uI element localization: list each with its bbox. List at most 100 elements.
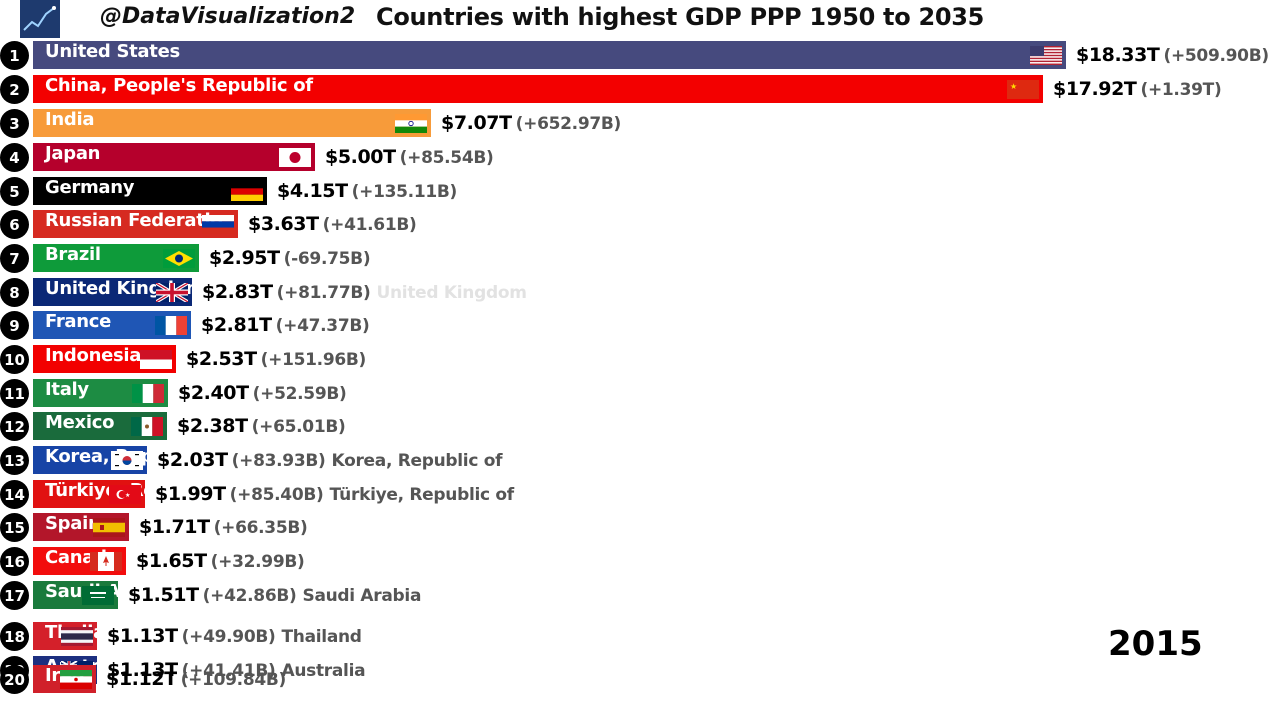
value-change: (+52.59B) xyxy=(252,384,347,404)
bar-korea-republic-of: Korea, Republic of xyxy=(33,446,147,474)
value-amount: $2.81T xyxy=(201,314,272,336)
value-change: (+81.77B) xyxy=(276,283,371,303)
value-change: (-69.75B) xyxy=(283,249,371,269)
year-label: 2015 xyxy=(1108,624,1203,664)
value-amount: $2.38T xyxy=(177,415,248,437)
bar-label: China, People's Republic of xyxy=(45,75,313,96)
rank-badge: 9 xyxy=(0,311,29,340)
bar-france: France xyxy=(33,311,191,339)
bar-row-united-states: 1 United States $18.33T (+509.90B) xyxy=(0,40,1280,72)
country-name: Thailand xyxy=(281,627,362,647)
value-label: $2.03T (+83.93B) Korea, Republic of xyxy=(157,446,503,475)
bar-label: Germany xyxy=(45,177,135,198)
bar-russian-federation: Russian Federatio xyxy=(33,210,238,238)
value-amount: $4.15T xyxy=(277,180,348,202)
value-amount: $2.40T xyxy=(178,382,249,404)
bar-label: Japan xyxy=(45,143,101,164)
bar-row-italy: 11 Italy $2.40T (+52.59B) xyxy=(0,378,1280,410)
flag-it-icon xyxy=(132,384,164,403)
value-amount: $1.13T xyxy=(107,659,178,681)
value-amount: $17.92T xyxy=(1053,78,1137,100)
flag-sa-icon xyxy=(82,586,114,605)
value-change: (+85.54B) xyxy=(399,148,494,168)
value-label: $1.12T (+109.84B) xyxy=(106,665,286,694)
svg-text:★: ★ xyxy=(1010,82,1017,91)
value-change: (+1.39T) xyxy=(1140,80,1222,100)
rank-badge: 18 xyxy=(0,622,29,651)
bar-indonesia: Indonesia xyxy=(33,345,176,373)
value-amount: $7.07T xyxy=(441,112,512,134)
value-change: (+65.01B) xyxy=(251,417,346,437)
bar-row-canada: 16 Canada $1.65T (+32.99B) xyxy=(0,546,1280,578)
value-label: $7.07T (+652.97B) xyxy=(441,109,621,138)
bar-india: India xyxy=(33,109,431,137)
flag-fr-icon xyxy=(155,316,187,335)
rank-badge: 16 xyxy=(0,547,29,576)
value-change: (+41.61B) xyxy=(322,215,417,235)
flag-cn-icon: ★ xyxy=(1007,80,1039,99)
bar-brazil: Brazil xyxy=(33,244,199,272)
flag-in-icon xyxy=(395,114,427,133)
flag-de-icon xyxy=(231,182,263,201)
rank-badge: 3 xyxy=(0,109,29,138)
value-label: $3.63T (+41.61B) xyxy=(248,210,417,239)
bar-united-states: United States xyxy=(33,41,1066,69)
flag-ru-icon xyxy=(202,215,234,234)
bar-label: India xyxy=(45,109,95,130)
value-amount: $1.71T xyxy=(139,516,210,538)
value-label: $1.65T (+32.99B) xyxy=(136,547,305,576)
flag-mx-icon xyxy=(131,417,163,436)
bar-row-germany: 5 Germany $4.15T (+135.11B) xyxy=(0,176,1280,208)
flag-jp-icon xyxy=(279,148,311,167)
value-amount: $2.95T xyxy=(209,247,280,269)
bar-row-france: 9 France $2.81T (+47.37B) xyxy=(0,310,1280,342)
value-change: (+135.11B) xyxy=(351,182,458,202)
bar-canada: Canada xyxy=(33,547,126,575)
value-label: $5.00T (+85.54B) xyxy=(325,143,494,172)
value-label: $2.83T (+81.77B) United Kingdom xyxy=(202,278,527,307)
flag-br-icon xyxy=(163,249,195,268)
flag-us-icon xyxy=(1030,46,1062,65)
chart-title: Countries with highest GDP PPP 1950 to 2… xyxy=(376,3,985,31)
bar-united-kingdom: United Kingdom xyxy=(33,278,192,306)
value-label: $1.71T (+66.35B) xyxy=(139,513,308,542)
bar-row-russian-federation: 6 Russian Federatio $3.63T (+41.61B) xyxy=(0,209,1280,241)
value-change: (+83.93B) xyxy=(231,451,326,471)
value-label: $2.40T (+52.59B) xyxy=(178,379,347,408)
value-amount: $1.13T xyxy=(107,625,178,647)
rank-badge: 11 xyxy=(0,379,29,408)
rank-badge: 17 xyxy=(0,581,29,610)
value-amount: $1.12T xyxy=(106,668,177,690)
flag-ca-icon xyxy=(90,552,122,571)
value-label: $18.33T (+509.90B) xyxy=(1076,41,1269,70)
value-label: $2.95T (-69.75B) xyxy=(209,244,371,273)
bar-row-brazil: 7 Brazil $2.95T (-69.75B) xyxy=(0,243,1280,275)
value-amount: $1.65T xyxy=(136,550,207,572)
bar-row-indonesia: 10 Indonesia $2.53T (+151.96B) xyxy=(0,344,1280,376)
value-amount: $1.99T xyxy=(155,483,226,505)
bar-row-thailand: 18Thailand$1.13T(+49.90B)Thailand xyxy=(0,621,1280,653)
country-name: Türkiye, Republic of xyxy=(329,485,515,505)
flag-id-icon xyxy=(140,350,172,369)
value-change: (+42.86B) xyxy=(202,586,297,606)
rank-badge: 8 xyxy=(0,278,29,307)
bar-label: Brazil xyxy=(45,244,101,265)
rank-badge: 20 xyxy=(0,665,29,694)
rank-badge: 7 xyxy=(0,244,29,273)
country-name: Saudi Arabia xyxy=(302,586,422,606)
rank-badge: 1 xyxy=(0,41,29,70)
channel-handle: @DataVisualization2 xyxy=(100,4,356,29)
bar-spain: Spain xyxy=(33,513,129,541)
bar-china-people-s-republic-of: China, People's Republic of ★ xyxy=(33,75,1043,103)
flag-es-icon xyxy=(93,518,125,537)
bar-saudi-arabia: Saudi Arabia xyxy=(33,581,118,609)
value-amount: $2.03T xyxy=(157,449,228,471)
rank-badge: 13 xyxy=(0,446,29,475)
flag-ir-icon xyxy=(60,670,92,689)
value-change: (+41.41B) xyxy=(181,661,276,681)
country-name: United Kingdom xyxy=(376,283,527,303)
value-label: $2.53T (+151.96B) xyxy=(186,345,366,374)
bar-label: United Kingdom xyxy=(45,278,192,299)
bar-row-mexico: 12 Mexico $2.38T (+65.01B) xyxy=(0,411,1280,443)
